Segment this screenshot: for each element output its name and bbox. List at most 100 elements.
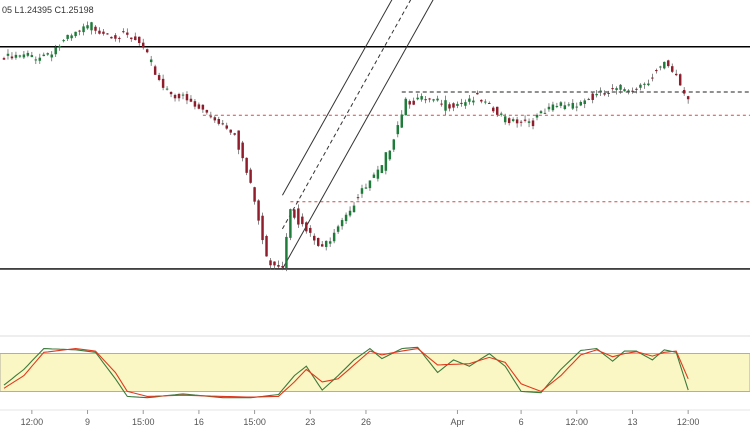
candle-body [412, 100, 415, 105]
time-tick-label: 23 [305, 417, 315, 427]
regression-channel[interactable] [281, 0, 600, 270]
candle-body [2, 58, 6, 60]
candle-body [122, 31, 125, 33]
candle-body [495, 106, 499, 115]
candle-body [209, 116, 213, 118]
candle-body [46, 53, 49, 55]
candle-body [281, 266, 284, 268]
candle-body [460, 102, 463, 104]
candle-body [165, 88, 169, 90]
candle-body [161, 78, 165, 88]
candle-body [344, 214, 348, 222]
candle-body [205, 109, 209, 113]
channel-middle-line[interactable] [281, 0, 600, 230]
stoch-d-line [3, 348, 689, 398]
candle-body [643, 83, 646, 85]
candle-body [631, 90, 634, 92]
candle-body [253, 187, 256, 202]
time-tick-label: Apr [450, 417, 464, 427]
candle-body [503, 116, 507, 123]
candle-body [261, 215, 264, 241]
candle-body [507, 118, 511, 124]
candle-body [197, 104, 201, 109]
candle-body [38, 57, 42, 61]
candle-body [317, 237, 320, 246]
stoch-band [0, 353, 750, 392]
candle-body [118, 37, 121, 39]
candle-body [213, 117, 217, 121]
candle-body [241, 142, 244, 159]
candle-body [245, 157, 248, 173]
candle-body [269, 260, 272, 266]
candle-body [527, 121, 531, 123]
candle-body [452, 103, 455, 108]
candle-body [472, 100, 475, 103]
candle-body [102, 31, 105, 34]
candle-body [189, 98, 193, 102]
price-levels [0, 46, 750, 270]
candle-body [686, 96, 690, 100]
candle-body [674, 73, 678, 76]
candle-body [157, 75, 161, 80]
candle-body [26, 52, 30, 56]
candle-body [551, 104, 555, 111]
candle-body [368, 180, 372, 189]
candle-body [201, 104, 205, 110]
candle-body [416, 97, 419, 100]
candle-body [380, 165, 384, 174]
candle-body [519, 121, 523, 123]
candle-body [388, 150, 392, 160]
channel-upper-line[interactable] [281, 0, 600, 196]
candles [2, 21, 690, 272]
candle-body [249, 169, 252, 183]
candle-body [42, 54, 46, 57]
candle-body [599, 90, 602, 93]
candle-body [464, 102, 467, 106]
candle-body [225, 125, 228, 129]
candle-body [515, 119, 519, 124]
candle-body [217, 118, 221, 124]
candle-body [591, 93, 594, 100]
candle-body [456, 103, 459, 106]
candle-body [153, 66, 157, 75]
candle-body [336, 226, 340, 232]
candle-body [10, 56, 14, 59]
candle-body [86, 25, 89, 29]
candle-body [499, 113, 503, 115]
candle-body [535, 114, 539, 118]
candle-body [420, 96, 423, 100]
candle-body [193, 101, 197, 107]
candle-body [639, 84, 642, 88]
candle-body [511, 119, 515, 122]
candle-body [130, 37, 133, 40]
candle-body [313, 235, 316, 241]
candle-body [607, 92, 610, 94]
candle-body [428, 98, 431, 100]
candle-body [221, 123, 225, 125]
candle-body [22, 54, 26, 58]
candle-body [555, 105, 559, 107]
candle-body [141, 42, 145, 48]
channel-lower-line[interactable] [281, 0, 600, 270]
candle-body [114, 35, 117, 39]
candle-body [58, 46, 61, 48]
candle-body [603, 93, 606, 95]
candle-body [563, 105, 567, 109]
candle-body [289, 209, 292, 238]
candle-body [62, 40, 65, 42]
candle-body [444, 100, 447, 111]
candle-body [134, 36, 137, 41]
candle-body [579, 101, 582, 106]
candle-body [667, 60, 670, 67]
candle-body [488, 102, 491, 104]
candle-body [98, 30, 101, 34]
candle-body [627, 90, 630, 92]
candle-body [623, 89, 626, 92]
candle-body [619, 84, 622, 90]
candle-body [70, 35, 73, 39]
candle-body [273, 261, 276, 266]
candle-body [185, 94, 189, 101]
candle-body [320, 244, 324, 247]
